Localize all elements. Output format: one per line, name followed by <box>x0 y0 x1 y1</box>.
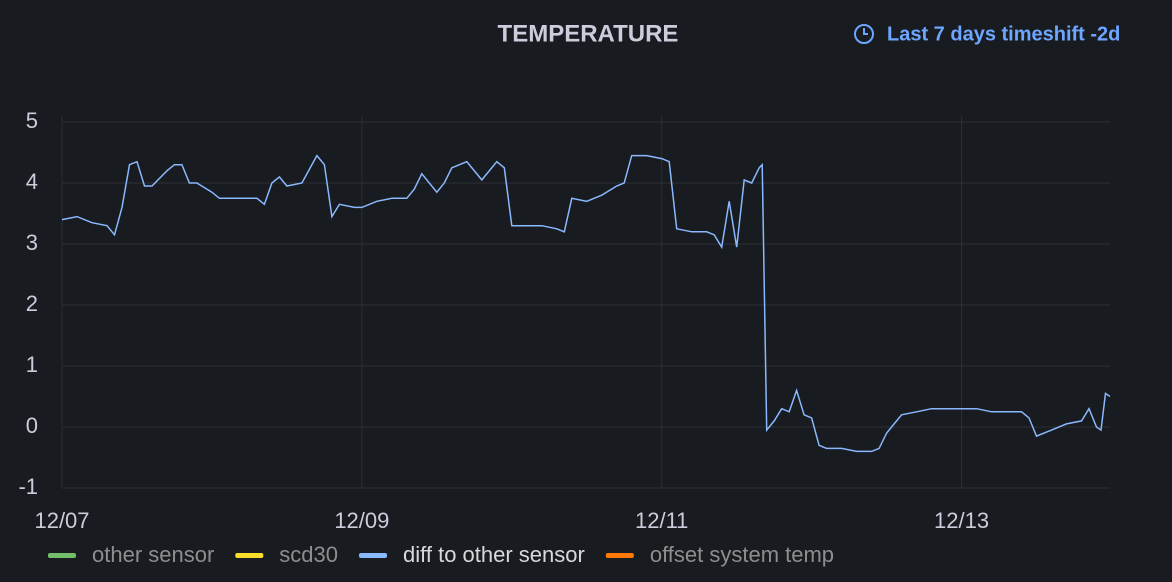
legend-swatch <box>48 553 76 558</box>
chart-title: TEMPERATURE <box>498 20 679 47</box>
x-tick-label: 12/13 <box>934 508 989 533</box>
legend-label[interactable]: offset system temp <box>650 542 834 567</box>
y-tick-label: 4 <box>26 169 38 194</box>
x-tick-label: 12/09 <box>334 508 389 533</box>
series-line <box>61 154 1111 453</box>
legend-swatch <box>235 553 264 558</box>
x-tick-label: 12/11 <box>635 508 688 533</box>
legend-swatch <box>605 553 634 558</box>
legend-swatch <box>359 553 388 558</box>
y-tick-label: 2 <box>26 291 38 316</box>
x-tick-label: 12/07 <box>34 508 89 533</box>
y-tick-label: 0 <box>26 413 38 438</box>
y-tick-label: -1 <box>18 474 38 499</box>
y-tick-label: 3 <box>26 230 38 255</box>
y-tick-label: 5 <box>26 108 38 133</box>
legend-label[interactable]: other sensor <box>92 542 214 567</box>
time-range[interactable]: Last 7 days timeshift -2d <box>887 23 1120 45</box>
y-tick-label: 1 <box>26 352 38 377</box>
legend-label[interactable]: diff to other sensor <box>403 542 585 567</box>
time-range-icon <box>854 24 874 44</box>
legend-label[interactable]: scd30 <box>279 542 338 567</box>
